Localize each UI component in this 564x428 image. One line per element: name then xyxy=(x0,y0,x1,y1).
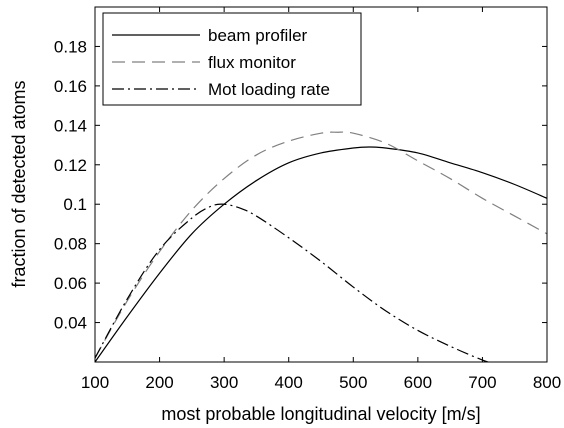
series-line-flux-monitor xyxy=(95,131,547,359)
y-tick-label: 0.12 xyxy=(54,156,87,175)
x-tick-label: 700 xyxy=(468,373,496,392)
y-tick-label: 0.1 xyxy=(63,195,87,214)
x-tick-label: 800 xyxy=(533,373,561,392)
y-axis-ticks: 0.04 0.06 0.08 0.1 0.12 0.14 0.16 0.18 xyxy=(54,37,547,333)
plot-frame xyxy=(94,6,548,363)
y-tick-label: 0.08 xyxy=(54,235,87,254)
x-tick-label: 200 xyxy=(145,373,173,392)
x-tick-label: 500 xyxy=(339,373,367,392)
legend: beam profiler flux monitor Mot loading rat… xyxy=(102,12,362,106)
series-line-mot-loading-rate xyxy=(95,203,491,362)
x-tick-label: 600 xyxy=(404,373,432,392)
series-layer xyxy=(95,131,547,362)
legend-label-mot-loading-rate: Mot loading rate xyxy=(208,80,330,99)
series-line-beam-profiler xyxy=(95,146,547,362)
x-axis-ticks: 100 200 300 400 500 600 700 800 xyxy=(81,7,561,392)
y-tick-label: 0.04 xyxy=(54,314,87,333)
y-axis-label: fraction of detected atoms xyxy=(9,80,29,287)
x-tick-label: 300 xyxy=(210,373,238,392)
y-tick-label: 0.18 xyxy=(54,37,87,56)
y-tick-label: 0.14 xyxy=(54,116,87,135)
legend-label-beam-profiler: beam profiler xyxy=(208,26,308,45)
legend-label-flux-monitor: flux monitor xyxy=(208,53,296,72)
x-axis-label: most probable longitudinal velocity [m/s… xyxy=(161,404,480,424)
x-tick-label: 400 xyxy=(275,373,303,392)
y-tick-label: 0.16 xyxy=(54,77,87,96)
x-tick-label: 100 xyxy=(81,373,109,392)
legend-box xyxy=(102,12,362,106)
y-tick-label: 0.06 xyxy=(54,274,87,293)
